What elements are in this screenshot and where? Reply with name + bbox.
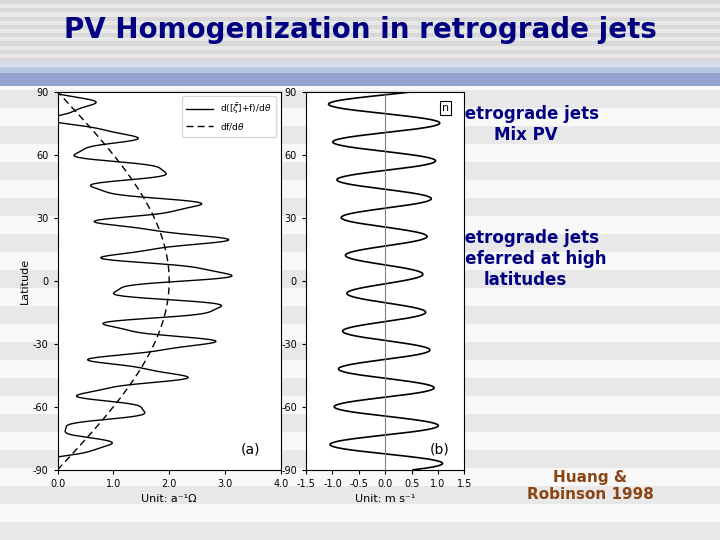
- Bar: [0, 29, 720, 33]
- Bar: [0, 62, 720, 68]
- Bar: [0, 68, 720, 73]
- Bar: [0, 108, 720, 126]
- Bar: [0, 54, 720, 58]
- Bar: [0, 288, 720, 306]
- Bar: [0, 72, 720, 90]
- Text: Retrograde jets
Mix PV: Retrograde jets Mix PV: [452, 105, 599, 144]
- Bar: [0, 504, 720, 522]
- Legend: d([$\bar{\zeta}$]+f)/d$\theta$, df/d$\theta$: d([$\bar{\zeta}$]+f)/d$\theta$, df/d$\th…: [181, 96, 276, 137]
- Bar: [0, 306, 720, 324]
- Bar: [0, 42, 720, 45]
- Bar: [0, 0, 720, 4]
- Bar: [0, 414, 720, 432]
- Bar: [0, 486, 720, 504]
- Text: (b): (b): [430, 443, 449, 456]
- Bar: [0, 270, 720, 288]
- Bar: [0, 25, 720, 29]
- Bar: [0, 8, 720, 12]
- Bar: [0, 216, 720, 234]
- Text: Retrograde jets
preferred at high
latitudes: Retrograde jets preferred at high latitu…: [445, 230, 606, 289]
- Bar: [0, 18, 720, 36]
- Bar: [0, 198, 720, 216]
- Bar: [0, 234, 720, 252]
- Bar: [0, 90, 720, 108]
- Bar: [0, 378, 720, 396]
- Bar: [0, 12, 720, 17]
- X-axis label: Unit: m s⁻¹: Unit: m s⁻¹: [355, 495, 415, 504]
- Bar: [0, 522, 720, 540]
- Bar: [0, 180, 720, 198]
- Text: (a): (a): [240, 443, 260, 456]
- Y-axis label: Latitude: Latitude: [20, 258, 30, 304]
- Bar: [0, 468, 720, 486]
- X-axis label: Unit: a⁻¹Ω: Unit: a⁻¹Ω: [141, 495, 197, 504]
- Bar: [0, 126, 720, 144]
- Bar: [0, 162, 720, 180]
- Text: PV Homogenization in retrograde jets: PV Homogenization in retrograde jets: [63, 16, 657, 44]
- Bar: [0, 54, 720, 72]
- Bar: [0, 37, 720, 42]
- Bar: [0, 450, 720, 468]
- Bar: [0, 432, 720, 450]
- Bar: [0, 396, 720, 414]
- Bar: [0, 36, 720, 54]
- Bar: [0, 33, 720, 37]
- Bar: [0, 0, 720, 18]
- Bar: [0, 4, 720, 8]
- Bar: [0, 58, 720, 62]
- Bar: [0, 45, 720, 50]
- Bar: [0, 252, 720, 270]
- Bar: [0, 21, 720, 25]
- Bar: [0, 73, 720, 86]
- Bar: [0, 342, 720, 360]
- Bar: [0, 360, 720, 378]
- Text: Huang &
Robinson 1998: Huang & Robinson 1998: [527, 470, 654, 502]
- Text: n: n: [442, 103, 449, 113]
- Bar: [0, 50, 720, 54]
- Bar: [0, 144, 720, 162]
- Bar: [0, 17, 720, 21]
- Bar: [0, 324, 720, 342]
